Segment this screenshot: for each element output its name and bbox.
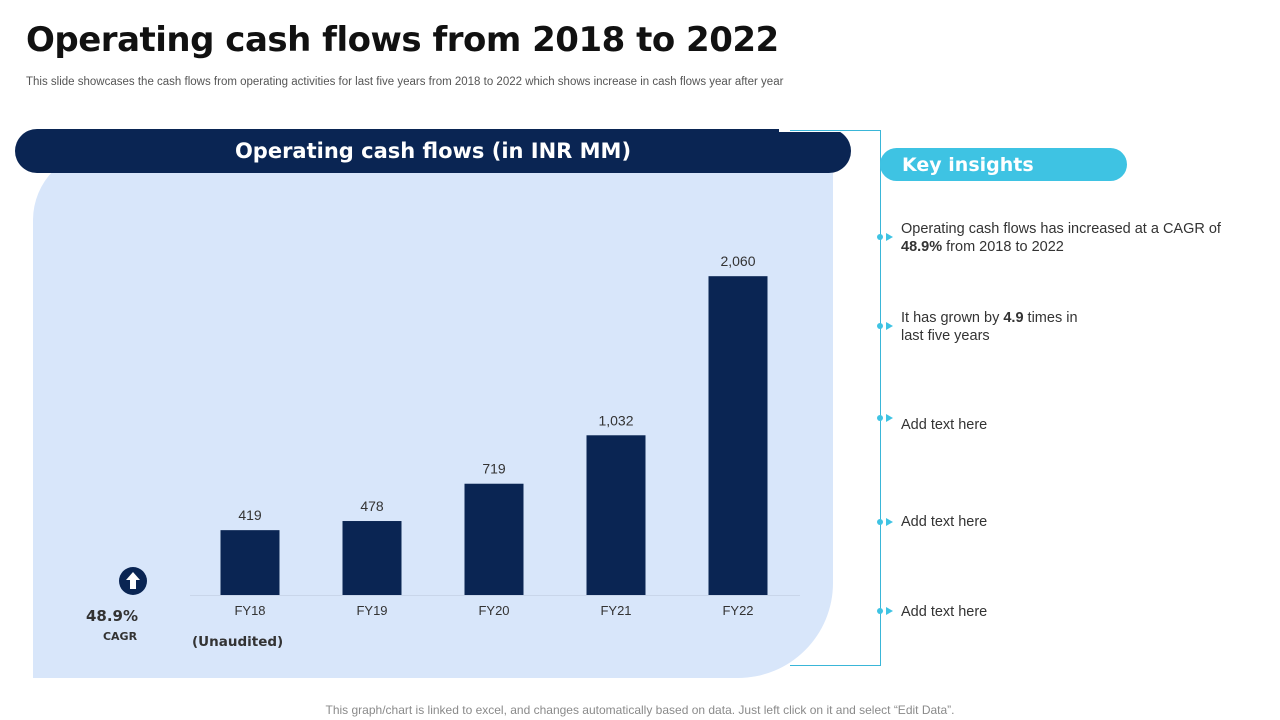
footer-note: This graph/chart is linked to excel, and… bbox=[325, 703, 955, 717]
bullet-icon bbox=[877, 233, 893, 241]
bar-value-label: 1,032 bbox=[598, 412, 633, 428]
unaudited-note: (Unaudited) bbox=[192, 634, 284, 650]
insight-text-part[interactable]: Add text here bbox=[901, 514, 988, 530]
arrow-up-circle-icon bbox=[119, 567, 147, 595]
bar[interactable] bbox=[708, 276, 768, 595]
page-title: Operating cash flows from 2018 to 2022 bbox=[26, 20, 779, 60]
x-tick-label: FY22 bbox=[722, 603, 753, 618]
insight-highlight: 48.9% bbox=[901, 239, 943, 255]
bar[interactable] bbox=[586, 435, 646, 595]
x-tick-label: FY18 bbox=[234, 603, 265, 618]
insight-text-part[interactable]: Add text here bbox=[901, 604, 988, 620]
bullet-icon bbox=[877, 518, 893, 526]
bar[interactable] bbox=[220, 530, 280, 595]
insight-text-part: It has grown by bbox=[901, 310, 1004, 326]
insight-text: Operating cash flows has increased at a … bbox=[901, 220, 1231, 256]
key-insights-heading: Key insights bbox=[880, 148, 1127, 181]
x-tick-label: FY21 bbox=[600, 603, 631, 618]
chart-panel-background bbox=[33, 150, 833, 678]
bullet-icon bbox=[877, 322, 893, 330]
insight-text: It has grown by 4.9 times in last five y… bbox=[901, 309, 1091, 345]
bullet-icon bbox=[877, 607, 893, 615]
insights-connector-line bbox=[790, 130, 881, 666]
insight-highlight: 4.9 bbox=[1003, 310, 1024, 326]
bar[interactable] bbox=[342, 521, 402, 595]
insight-text-part: from 2018 to 2022 bbox=[942, 239, 1064, 255]
bar[interactable] bbox=[464, 483, 524, 595]
x-tick-label: FY19 bbox=[356, 603, 387, 618]
insight-text[interactable]: Add text here bbox=[901, 513, 1201, 531]
page-subtitle: This slide showcases the cash flows from… bbox=[26, 76, 784, 88]
chart-panel-header: Operating cash flows (in INR MM) bbox=[15, 129, 851, 173]
bar-value-label: 478 bbox=[360, 498, 384, 514]
insight-text-part[interactable]: Add text here bbox=[901, 417, 988, 433]
insight-text[interactable]: Add text here bbox=[901, 416, 1201, 434]
cagr-label: CAGR bbox=[102, 630, 138, 643]
bar-value-label: 419 bbox=[238, 507, 262, 523]
bar-value-label: 2,060 bbox=[720, 253, 755, 269]
bar-value-label: 719 bbox=[482, 461, 506, 477]
insight-text[interactable]: Add text here bbox=[901, 603, 1201, 621]
insight-text-part: times in last five years bbox=[901, 310, 1078, 344]
bullet-icon bbox=[877, 414, 893, 422]
x-tick-label: FY20 bbox=[478, 603, 509, 618]
cagr-value: 48.9% bbox=[85, 607, 139, 625]
insight-text-part: Operating cash flows has increased at a … bbox=[901, 221, 1221, 237]
